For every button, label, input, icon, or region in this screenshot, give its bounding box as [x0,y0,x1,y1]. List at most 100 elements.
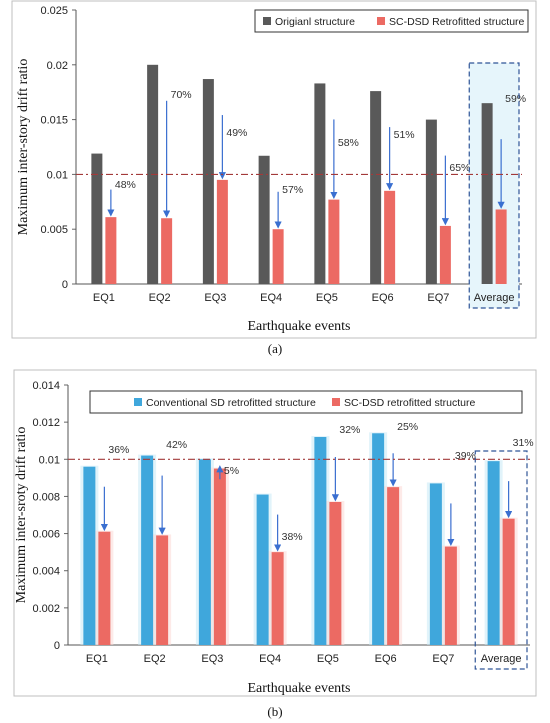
panel-label: (a) [268,341,282,356]
legend-box [254,9,529,33]
chart-panel-a: 0 0.005 0.01 0.015 0.02 0.025 48% EQ1 70% EQ2 49% E… [11,0,537,356]
legend-label-series-2: SC-DSD retrofitted structure [344,397,475,409]
bar-series-1 [91,153,103,284]
reduction-percent-label: 57% [282,184,303,196]
y-tick-label: 0.01 [47,169,68,181]
x-category-label: EQ3 [204,292,226,304]
bar-series-1 [314,437,327,645]
chart-frame [11,0,537,339]
chart-a-svg: 0 0.005 0.01 0.015 0.02 0.025 48% EQ1 70% EQ2 49% E… [11,0,537,356]
reduction-percent-label: 36% [108,444,129,456]
y-tick-label: 0.002 [32,603,60,615]
bar-series-2 [444,546,457,645]
reduction-percent-label: 39% [455,450,476,462]
y-tick-label: 0.005 [40,224,68,236]
bar-series-2 [502,518,515,645]
y-tick-label: 0.025 [40,5,68,17]
x-category-label: Average [481,653,522,665]
y-tick-label: 0.014 [32,380,60,392]
legend-swatch-series-2 [332,398,340,406]
bar-series-2 [387,487,400,645]
y-tick-label: 0 [62,279,68,291]
legend-swatch-series-1 [134,398,142,406]
average-dashed-box [474,450,528,670]
bar-series-2 [329,502,342,645]
y-tick-label: 0.012 [32,417,60,429]
bar-series-1 [314,83,326,284]
legend-label-series-1: Conventional SD retrofitted structure [146,397,316,409]
legend-label-series-1: Origianl structure [275,16,355,28]
x-category-label: EQ5 [317,653,339,665]
reduction-percent-label: 58% [338,137,359,149]
x-category-label: Average [474,292,515,304]
bar-series-2 [156,535,169,645]
y-tick-label: 0.008 [32,491,60,503]
average-highlight-fill [469,63,519,308]
bar-series-2 [216,179,228,284]
bar-series-1 [256,494,269,645]
reduction-percent-label: 5% [224,465,239,477]
y-axis-title: Maximum inter-sroty drift ratio [14,427,29,604]
reduction-percent-label: 49% [226,127,247,139]
reduction-percent-label: 42% [166,439,187,451]
bar-series-2 [384,190,396,284]
bar-series-2 [105,217,117,284]
y-tick-label: 0.02 [47,60,68,72]
bar-series-1 [487,461,500,645]
y-tick-label: 0.004 [32,566,60,578]
legend-label-series-2: SC-DSD Retrofitted structure [389,16,525,28]
x-category-label: EQ4 [259,653,281,665]
bar-series-2 [439,225,451,284]
bar-series-1 [258,155,270,284]
x-axis-title: Earthquake events [247,319,350,334]
bar-series-1 [481,103,493,284]
bar-series-1 [202,79,214,284]
x-category-label: EQ6 [372,292,394,304]
chart-panel-b: 0 0.002 0.004 0.006 0.008 0.01 0.012 0.014 36% EQ… [0,362,550,723]
bar-series-1 [372,433,385,645]
bar-series-2 [161,218,173,284]
reduction-percent-label: 70% [171,89,192,101]
legend-swatch-series-2 [377,17,385,25]
x-category-label: EQ1 [86,653,108,665]
x-category-label: EQ1 [93,292,115,304]
y-tick-label: 0 [54,640,60,652]
chart-frame [13,369,537,697]
bar-series-1 [83,466,96,645]
reduction-percent-label: 38% [282,531,303,543]
panel-label: (b) [267,704,282,719]
bar-series-1 [141,455,154,645]
bar-series-2 [328,199,340,284]
bar-series-2 [271,552,284,645]
reduction-percent-label: 51% [394,129,415,141]
x-category-label: EQ7 [432,653,454,665]
x-category-label: EQ5 [316,292,338,304]
bar-series-2 [213,468,226,645]
reduction-percent-label: 32% [339,424,360,436]
bar-series-2 [98,531,111,645]
bar-series-1 [198,459,211,645]
reduction-percent-label: 31% [513,437,534,449]
legend-swatch-series-1 [263,17,271,25]
reduction-percent-label: 59% [505,93,526,105]
bar-series-1 [425,119,437,284]
reduction-percent-label: 25% [397,421,418,433]
y-tick-label: 0.015 [40,115,68,127]
bar-series-2 [272,229,284,284]
bar-series-1 [370,91,382,284]
y-axis-title: Maximum inter-story drift ratio [16,59,31,236]
average-dashed-box [468,62,520,309]
reduction-percent-label: 65% [449,162,470,174]
y-tick-label: 0.006 [32,529,60,541]
x-axis-title: Earthquake events [247,681,350,696]
x-category-label: EQ2 [149,292,171,304]
x-category-label: EQ2 [144,653,166,665]
bar-series-2 [495,209,507,284]
x-category-label: EQ4 [260,292,282,304]
x-category-label: EQ3 [201,653,223,665]
chart-b-svg: 0 0.002 0.004 0.006 0.008 0.01 0.012 0.014 36% EQ… [13,369,537,719]
reduction-percent-label: 48% [115,179,136,191]
y-tick-label: 0.01 [39,454,60,466]
legend-box [89,390,523,414]
x-category-label: EQ6 [375,653,397,665]
